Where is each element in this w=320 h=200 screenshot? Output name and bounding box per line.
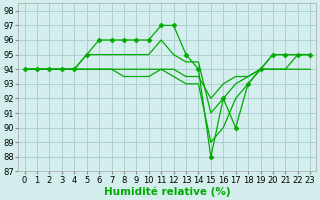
X-axis label: Humidité relative (%): Humidité relative (%): [104, 186, 231, 197]
